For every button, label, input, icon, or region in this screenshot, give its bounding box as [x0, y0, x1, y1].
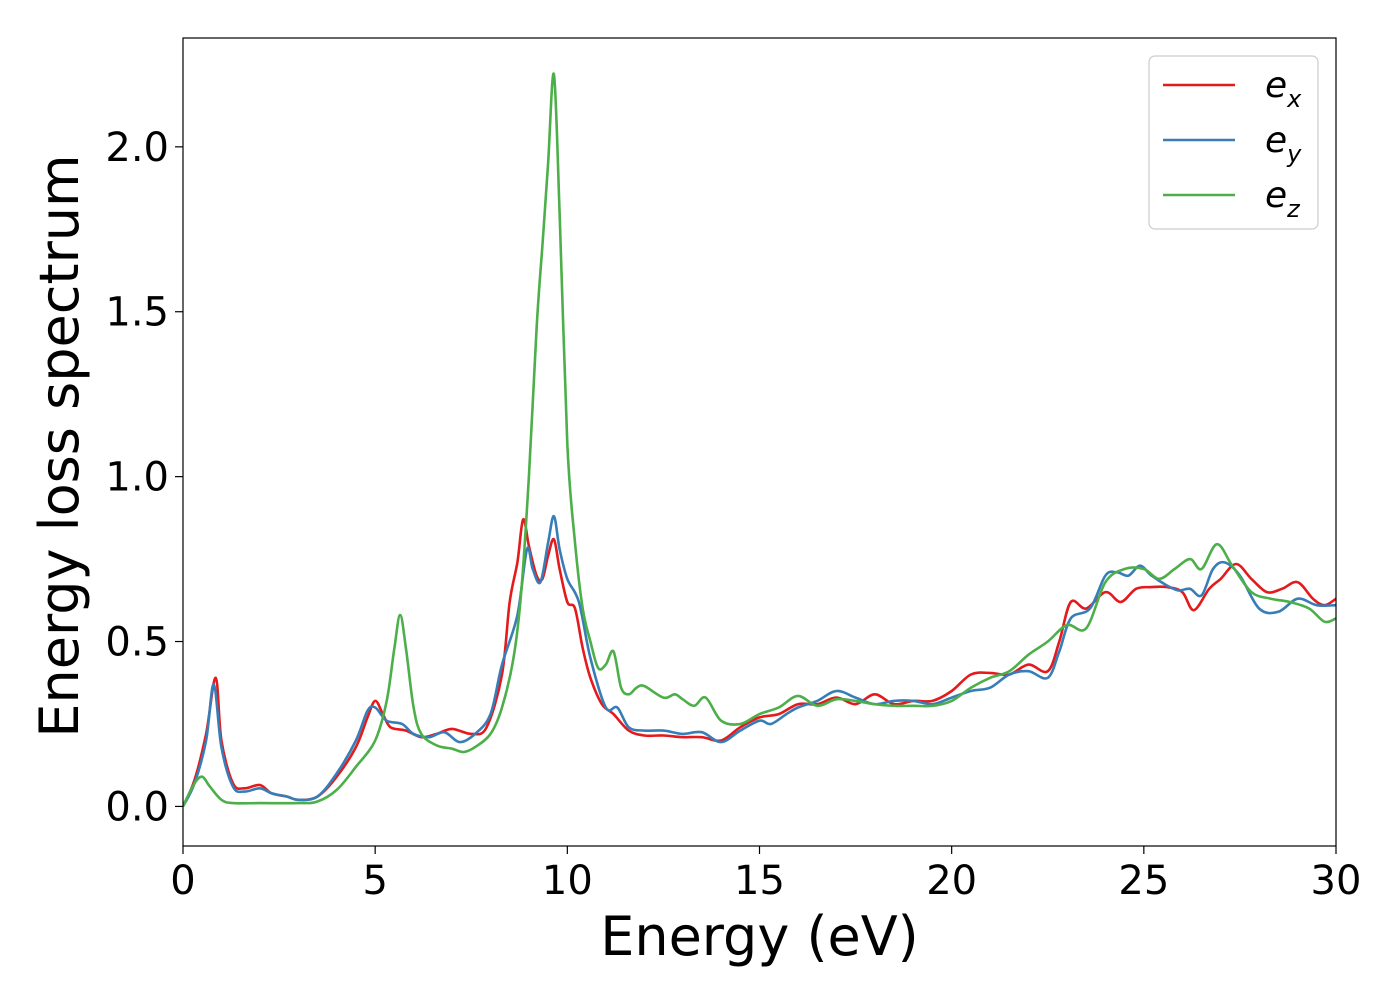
- legend-label-x: ex: [1265, 65, 1302, 113]
- x-tick-label: 10: [542, 858, 593, 904]
- series-layer: [183, 72, 1336, 808]
- x-tick-label: 20: [926, 858, 977, 904]
- y-tick-label: 2.0: [105, 125, 169, 171]
- series-line-y: [183, 514, 1336, 808]
- legend-box: [1148, 55, 1319, 230]
- y-tick-label: 0.5: [105, 620, 169, 666]
- x-tick-label: 0: [170, 858, 195, 904]
- legend-label-z: ez: [1265, 175, 1301, 223]
- y-tick-label: 1.5: [105, 290, 169, 336]
- x-axis: 0 5 10 15 20 25 30: [170, 846, 1361, 904]
- series-line-x: [183, 518, 1336, 807]
- x-tick-label: 25: [1118, 858, 1169, 904]
- x-tick-label: 30: [1311, 858, 1362, 904]
- y-axis-title: Energy loss spectrum: [28, 154, 91, 737]
- x-tick-label: 15: [734, 858, 785, 904]
- series-line-z: [183, 72, 1336, 807]
- y-axis: 0.0 0.5 1.0 1.5 2.0: [105, 125, 183, 830]
- y-tick-label: 0.0: [105, 784, 169, 830]
- y-tick-label: 1.0: [105, 455, 169, 501]
- legend-label-y: ey: [1265, 120, 1302, 168]
- legend: ex ey ez: [1148, 55, 1319, 230]
- x-tick-label: 5: [362, 858, 387, 904]
- x-axis-title: Energy (eV): [600, 905, 919, 968]
